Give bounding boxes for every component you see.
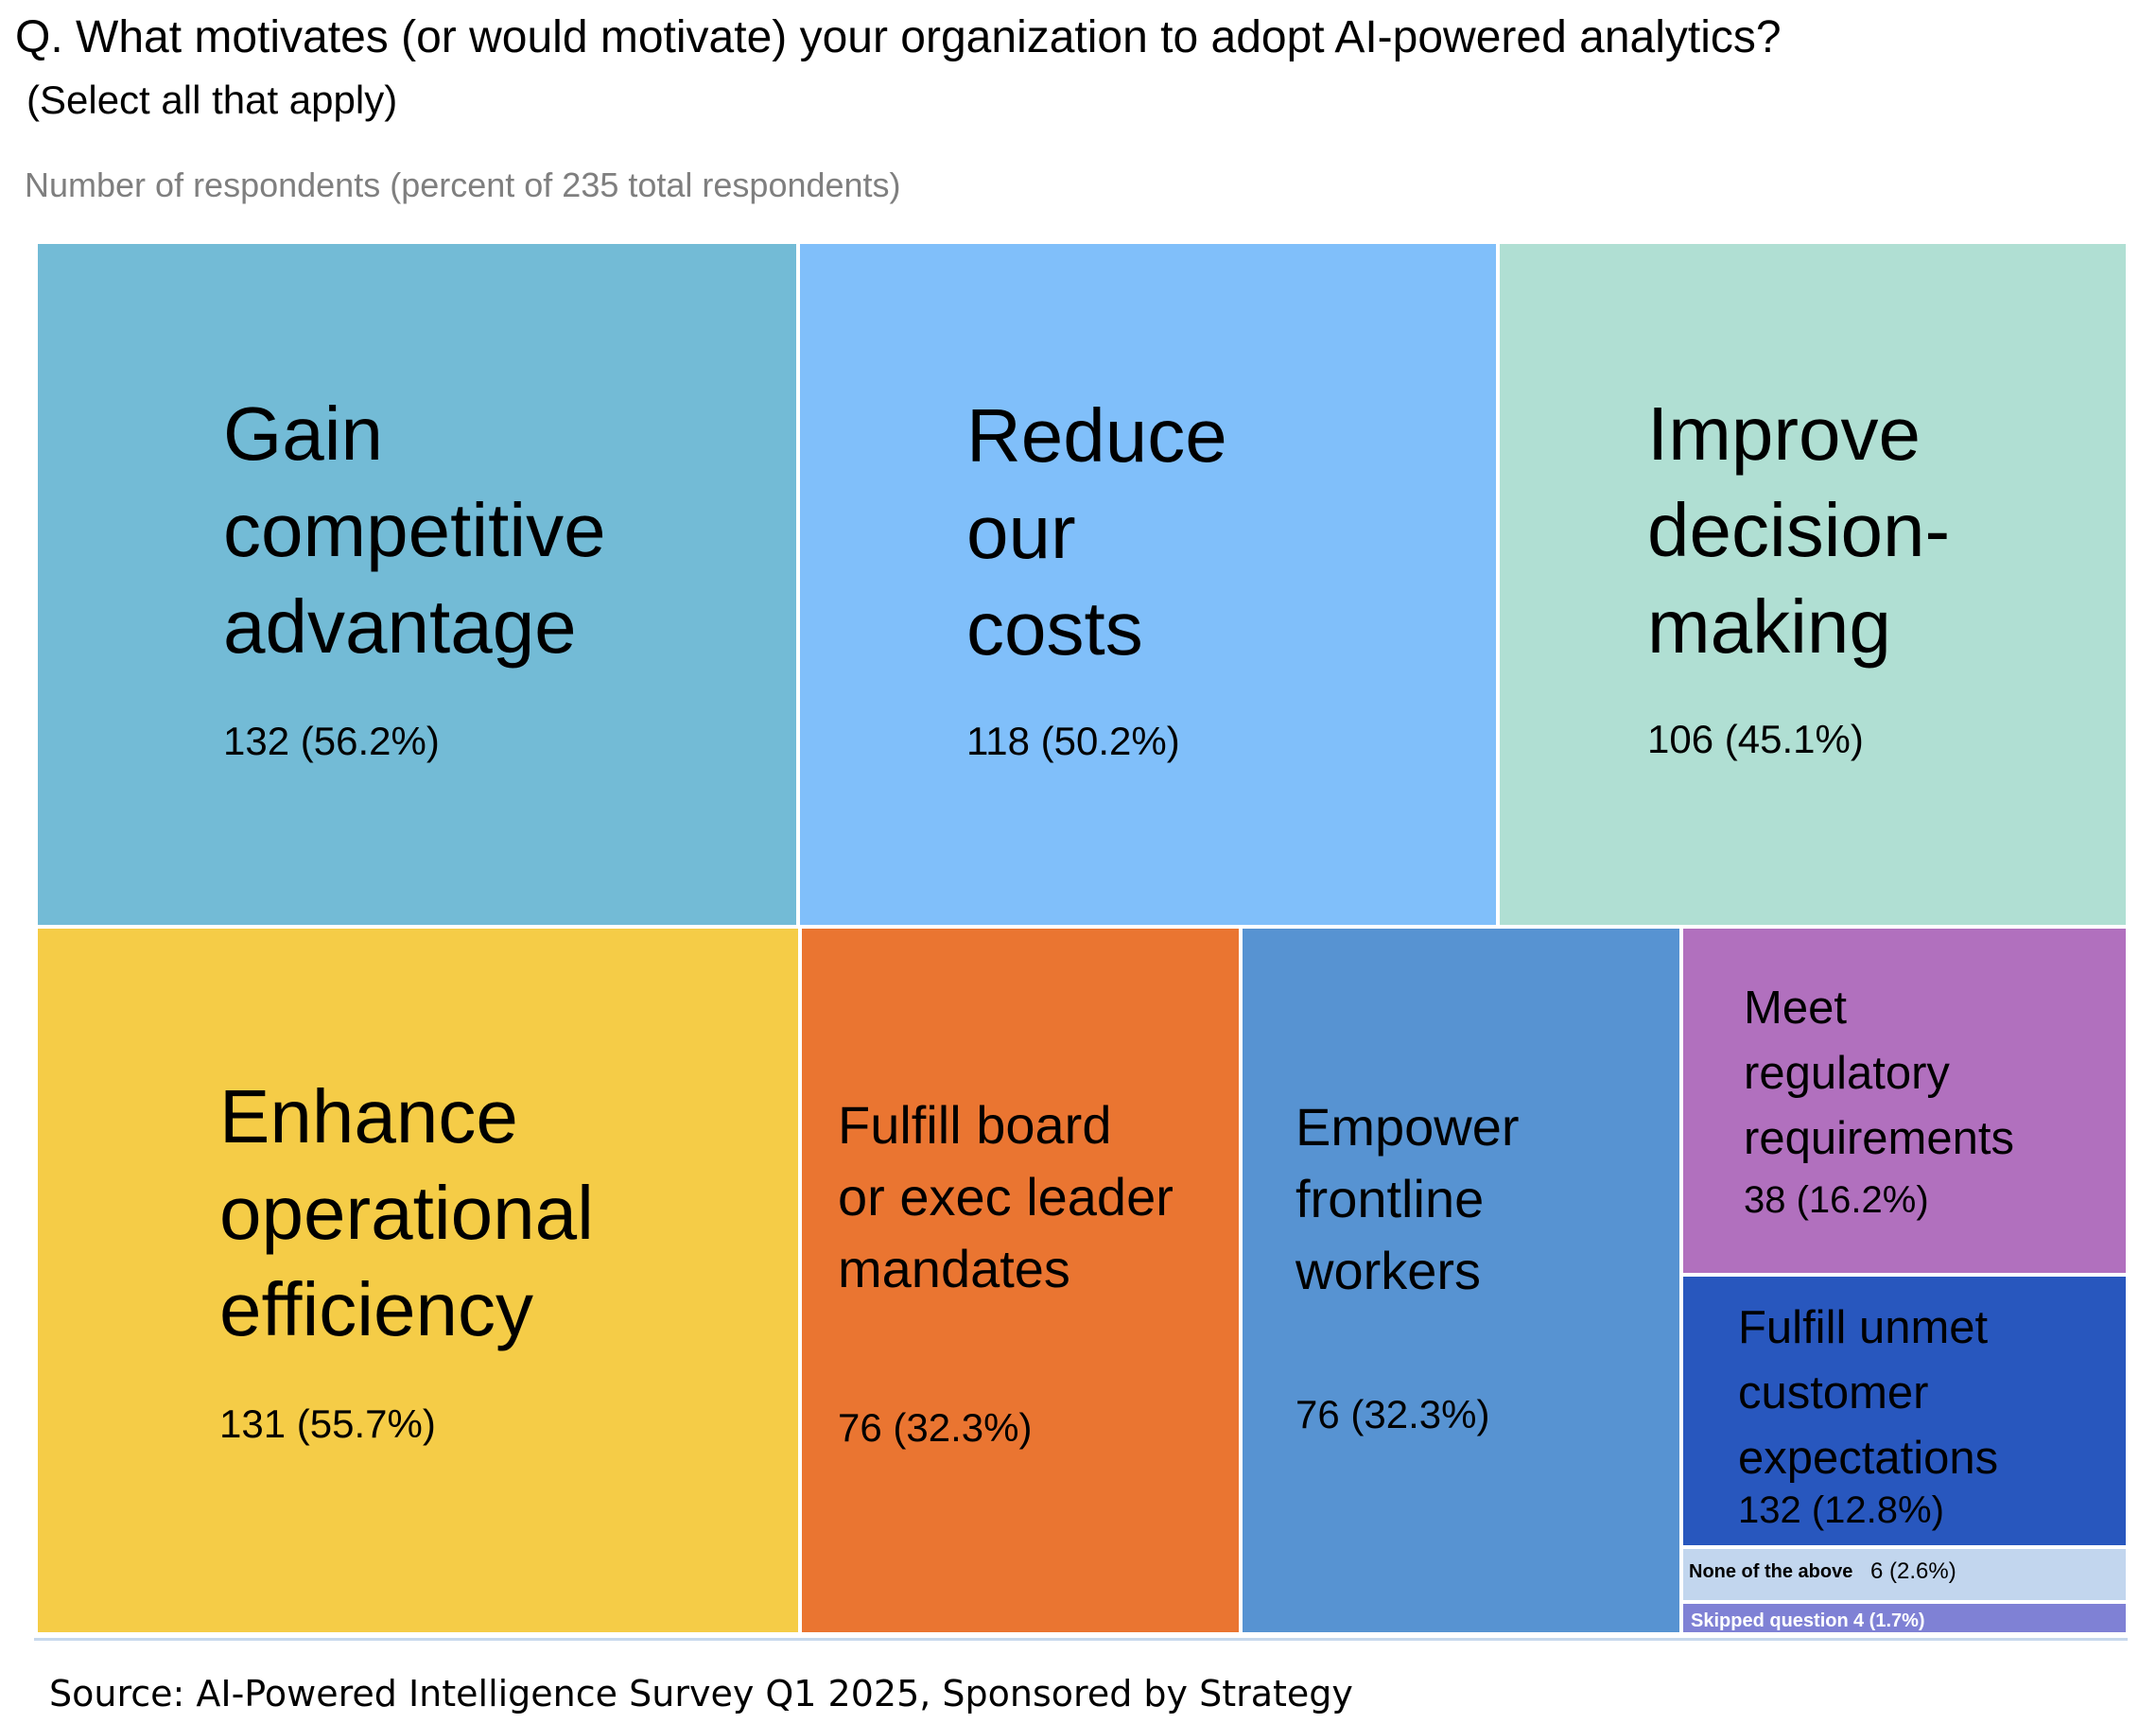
tile-label: Empower frontline workers bbox=[1295, 1097, 1520, 1300]
tile-label: None of the above bbox=[1689, 1561, 1853, 1582]
treemap-tile: Fulfill board or exec leader mandates 76 … bbox=[800, 927, 1241, 1634]
tile-label: Enhance operational efficiency bbox=[219, 1074, 594, 1351]
tile-label: Fulfill unmet customer expectations bbox=[1738, 1302, 1999, 1484]
tile-value: 118 (50.2%) bbox=[966, 719, 1180, 763]
treemap-tile: Empower frontline workers 76 (32.3%) bbox=[1241, 927, 1681, 1634]
source-note: Source: AI-Powered Intelligence Survey Q… bbox=[49, 1673, 1353, 1714]
treemap-tile: Fulfill unmet customer expectations 132 (… bbox=[1681, 1275, 2128, 1547]
tile-value: 6 (2.6%) bbox=[1870, 1558, 1956, 1584]
chart-title: Q. What motivates (or would motivate) yo… bbox=[15, 12, 1782, 62]
treemap-tile: Skipped question 4 (1.7%) bbox=[1681, 1602, 2128, 1634]
treemap-tile: None of the above 6 (2.6%) bbox=[1681, 1547, 2128, 1602]
baseline-rule bbox=[34, 1638, 2128, 1641]
treemap-tile: Meet regulatory requirements 38 (16.2%) bbox=[1681, 927, 2128, 1275]
tile-value: 76 (32.3%) bbox=[838, 1405, 1033, 1450]
tile-label: Reduce our costs bbox=[966, 393, 1227, 670]
tile-value: 76 (32.3%) bbox=[1295, 1392, 1490, 1436]
tile-value: 4 (1.7%) bbox=[1853, 1610, 1925, 1631]
tile-value: 132 (56.2%) bbox=[223, 719, 440, 763]
tile-value: 38 (16.2%) bbox=[1744, 1179, 1929, 1221]
chart-title-note: (Select all that apply) bbox=[26, 78, 398, 122]
tile-label: Improve decision- making bbox=[1647, 392, 1951, 669]
tile-label: Skipped question bbox=[1691, 1610, 1849, 1631]
tile-label: Meet regulatory requirements bbox=[1744, 983, 2014, 1164]
tile-label: Fulfill board or exec leader mandates bbox=[838, 1095, 1174, 1298]
treemap-tile: Reduce our costs 118 (50.2%) bbox=[798, 242, 1498, 927]
tile-value: 132 (12.8%) bbox=[1738, 1489, 1944, 1531]
chart-subtitle: Number of respondents (percent of 235 to… bbox=[25, 165, 901, 204]
tile-value: 131 (55.7%) bbox=[219, 1401, 436, 1446]
tile-label: Gain competitive advantage bbox=[223, 392, 606, 669]
tile-value: 106 (45.1%) bbox=[1647, 717, 1864, 761]
treemap-tile: Improve decision- making 106 (45.1%) bbox=[1498, 242, 2128, 927]
treemap-tile: Enhance operational efficiency 131 (55.7%… bbox=[36, 927, 800, 1634]
treemap-tile: Gain competitive advantage 132 (56.2%) bbox=[36, 242, 798, 927]
